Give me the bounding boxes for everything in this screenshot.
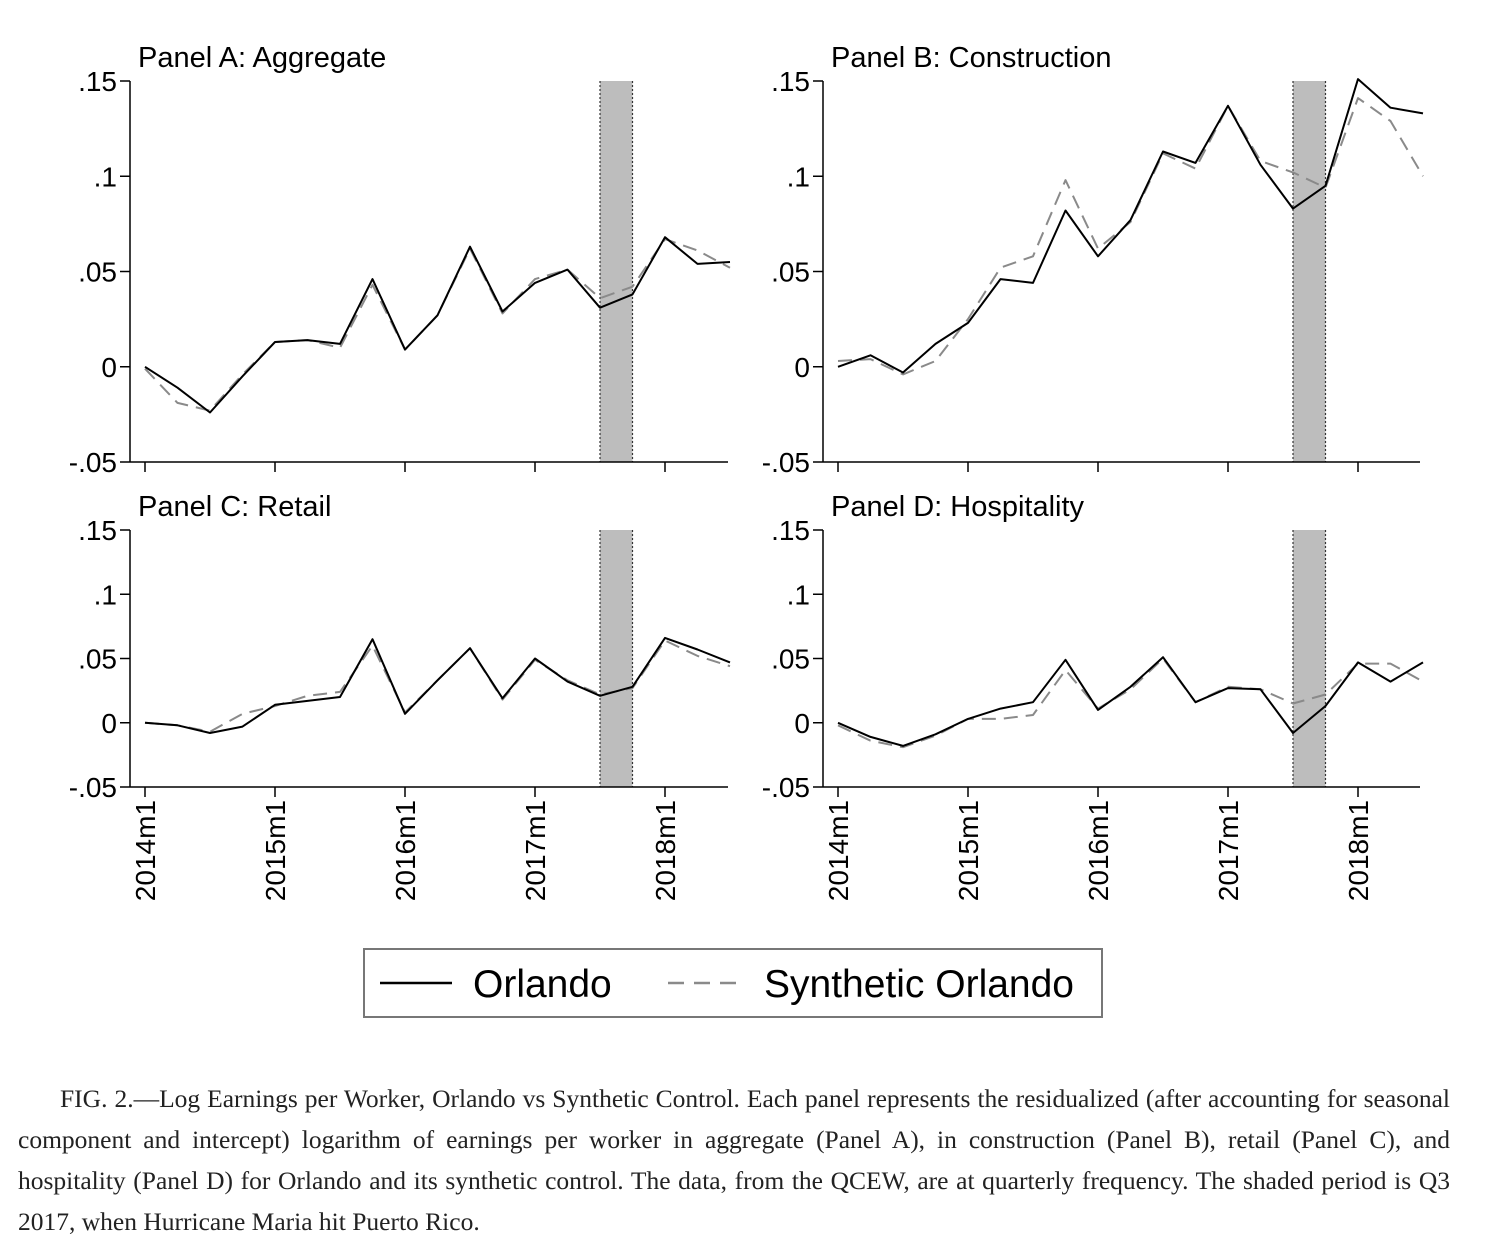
panel-c-y-tick-label: -.05	[69, 772, 117, 803]
panel-c-y-tick-label: .1	[94, 579, 117, 610]
figure-caption: FIG. 2.—Log Earnings per Worker, Orlando…	[18, 1084, 1450, 1236]
legend-label-synthetic: Synthetic Orlando	[764, 963, 1074, 1006]
panel-d-y-tick-label: .1	[787, 579, 810, 610]
panel-c-series-synthetic	[144, 639, 731, 733]
panel-a-title: Panel A: Aggregate	[138, 42, 386, 74]
figure: -.05 0 .05 .1 .15 Panel A: Aggregate -.05 0 .05.…	[69, 42, 1424, 1018]
panel-d-y-tick-label: .15	[771, 515, 810, 546]
panel-a: -.05 0 .05 .1 .15 Panel A: Aggregate	[69, 42, 731, 478]
panel-b-y-tick-label: .1	[787, 161, 810, 192]
panel-c-x-tick-label: 2017m1	[520, 800, 551, 901]
panel-d-x-tick-label: 2016m1	[1083, 800, 1114, 901]
panel-d: -.05 0 .05 .1 .15 2014m1 2015m1 2016m1 2017m1 201…	[762, 491, 1424, 901]
panel-d-x-tick-label: 2017m1	[1213, 800, 1244, 901]
panel-a-y-tick-label: .05	[78, 257, 117, 288]
panel-b-y-tick-label: 0	[794, 352, 810, 383]
panel-a-shaded-period	[600, 81, 633, 462]
panel-a-series-synthetic	[144, 238, 731, 412]
panel-d-title: Panel D: Hospitality	[831, 491, 1085, 523]
chart-panels: -.05 0 .05 .1 .15 Panel A: Aggregate -.05 0 .05.…	[69, 42, 1424, 901]
panel-c-x-tick-label: 2016m1	[390, 800, 421, 901]
panel-c-x-tick-label: 2018m1	[650, 800, 681, 901]
panel-c-y-tick-label: 0	[101, 708, 117, 739]
panel-b-y-tick-label: .05	[771, 257, 810, 288]
panel-d-y-tick-label: .05	[771, 644, 810, 675]
panel-b-series-synthetic	[837, 97, 1424, 376]
panel-b: -.05 0 .05 .1 .15 Panel B: Construction	[762, 42, 1424, 478]
panel-b-shaded-period	[1293, 81, 1326, 462]
panel-a-y-tick-label: -.05	[69, 447, 117, 478]
panel-b-series-orlando	[837, 78, 1424, 374]
panel-d-series-orlando	[837, 656, 1424, 747]
panel-c-x-tick-label: 2015m1	[260, 800, 291, 901]
panel-a-y-tick-label: .1	[94, 161, 117, 192]
legend: Orlando Synthetic Orlando	[363, 948, 1103, 1018]
panel-c-series-orlando	[144, 636, 731, 734]
panel-d-x-tick-label: 2014m1	[823, 800, 854, 901]
panel-b-y-tick-label: -.05	[762, 447, 810, 478]
panel-d-x-tick-label: 2015m1	[953, 800, 984, 901]
panel-c-title: Panel C: Retail	[138, 491, 331, 523]
panel-c-y-tick-label: .05	[78, 644, 117, 675]
panel-c: -.05 0 .05 .1 .15 2014m1 2015m1 2016m1 2017m1 201…	[69, 491, 731, 901]
panel-c-y-tick-label: .15	[78, 515, 117, 546]
panel-d-y-tick-label: 0	[794, 708, 810, 739]
panel-d-shaded-period	[1293, 530, 1326, 787]
panel-d-series-synthetic	[837, 657, 1424, 749]
panel-c-shaded-period	[600, 530, 633, 787]
panel-b-y-tick-label: .15	[771, 66, 810, 97]
legend-label-orlando: Orlando	[473, 963, 612, 1006]
panel-c-x-tick-label: 2014m1	[130, 800, 161, 901]
panel-a-y-tick-label: .15	[78, 66, 117, 97]
panel-b-title: Panel B: Construction	[831, 42, 1111, 74]
panel-d-y-tick-label: -.05	[762, 772, 810, 803]
panel-a-y-tick-label: 0	[101, 352, 117, 383]
panel-a-series-orlando	[144, 236, 731, 414]
panel-d-x-tick-label: 2018m1	[1343, 800, 1374, 901]
